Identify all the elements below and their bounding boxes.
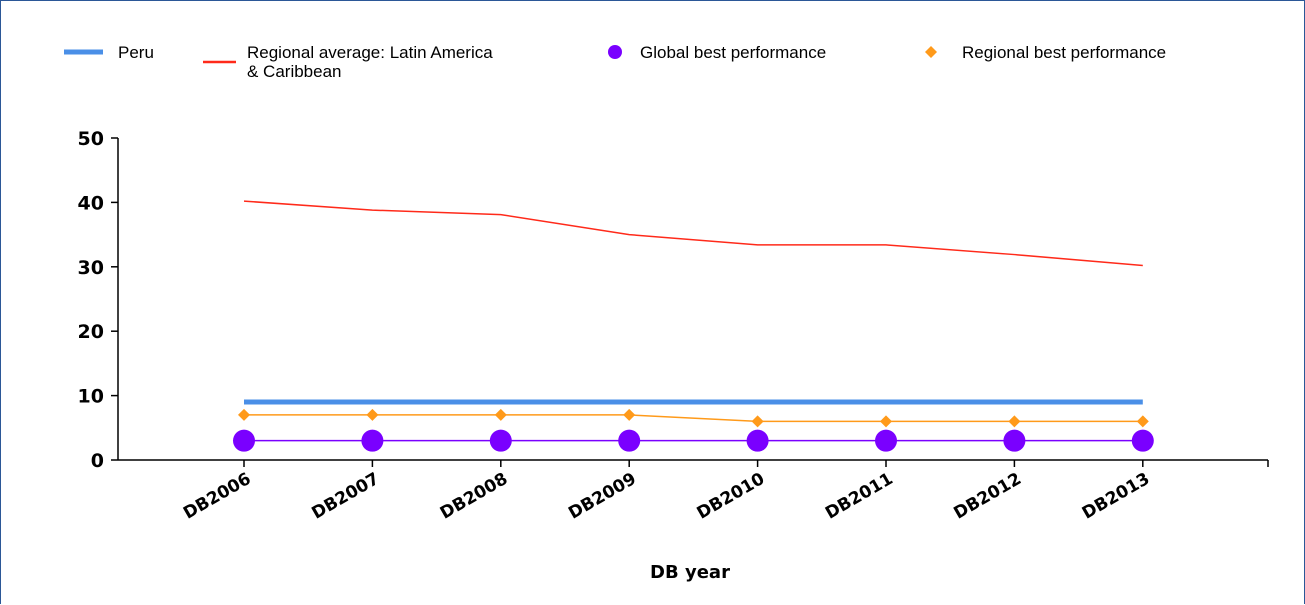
legend-marker-global-best xyxy=(608,45,622,59)
y-tick-label: 30 xyxy=(78,257,104,279)
series-layer xyxy=(233,200,1154,452)
data-point-regional-best-performance xyxy=(880,415,892,428)
legend-marker-regional-best xyxy=(925,46,937,58)
legend-label-global-best: Global best performance xyxy=(640,43,826,62)
x-tick-label: DB2008 xyxy=(437,469,511,524)
x-tick-label: DB2009 xyxy=(565,469,639,524)
y-tick-label: 0 xyxy=(91,450,104,472)
legend: Peru Regional average: Latin America & C… xyxy=(64,43,1166,81)
data-point-global-best-performance xyxy=(233,429,255,452)
series-line-regional-best-performance xyxy=(244,414,1143,423)
data-point-regional-best-performance xyxy=(623,408,636,421)
data-point-regional-best-performance xyxy=(751,415,764,428)
data-point-global-best-performance xyxy=(1003,429,1026,452)
x-tick-label: DB2007 xyxy=(308,469,382,524)
data-point-regional-best-performance xyxy=(1136,415,1149,428)
y-tick-label: 20 xyxy=(78,321,104,343)
data-point-global-best-performance xyxy=(618,429,641,452)
y-tick-label: 40 xyxy=(78,192,104,214)
data-point-regional-best-performance xyxy=(494,408,507,421)
data-point-global-best-performance xyxy=(746,429,769,452)
data-point-global-best-performance xyxy=(489,429,512,452)
data-point-global-best-performance xyxy=(361,429,384,452)
legend-label-regional-average: Regional average: Latin America & Caribb… xyxy=(247,43,497,81)
x-tick-label: DB2011 xyxy=(822,469,896,524)
y-tick-label: 50 xyxy=(78,128,104,150)
series-line-regional-average-latin-america-caribbean xyxy=(243,200,1143,267)
x-tick-label: DB2006 xyxy=(180,469,254,524)
data-point-regional-best-performance xyxy=(366,408,379,421)
x-tick-label: DB2012 xyxy=(950,469,1024,524)
data-point-regional-best-performance xyxy=(1008,415,1021,428)
data-point-regional-best-performance xyxy=(238,408,250,421)
legend-label-regional-best: Regional best performance xyxy=(962,43,1166,62)
x-axis-title: DB year xyxy=(650,562,730,583)
data-point-global-best-performance xyxy=(875,429,897,452)
legend-label-peru: Peru xyxy=(118,43,154,62)
x-tick-label: DB2013 xyxy=(1079,469,1153,524)
y-tick-label: 10 xyxy=(78,386,104,408)
x-tick-label: DB2010 xyxy=(694,469,769,524)
data-point-global-best-performance xyxy=(1131,429,1154,452)
axes: 0 10 20 30 40 50 DB2006 DB2007 DB2008 DB2009 DB201… xyxy=(78,128,1269,524)
